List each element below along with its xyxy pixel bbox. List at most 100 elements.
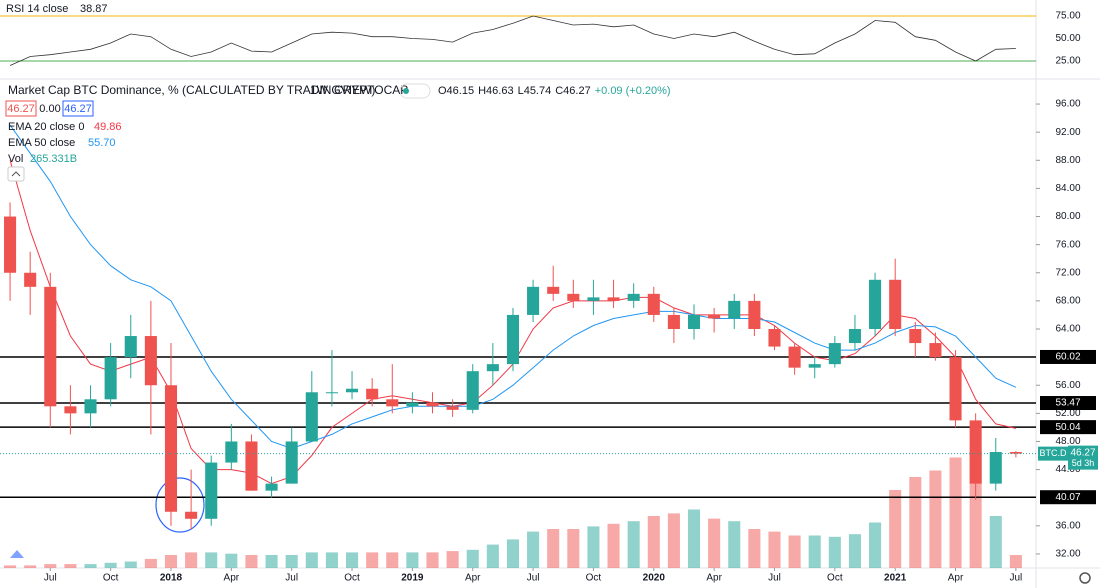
candle-body bbox=[587, 297, 600, 301]
candle-body bbox=[144, 336, 157, 386]
level-label: 53.47 bbox=[1055, 398, 1080, 409]
candle-body bbox=[84, 399, 97, 414]
status-pill[interactable] bbox=[399, 83, 431, 99]
quote-label: C46.27 bbox=[555, 85, 590, 97]
volume-bar bbox=[164, 555, 178, 568]
ema20-name: EMA 20 close 0 bbox=[8, 121, 84, 133]
quote-label: O46.15 bbox=[438, 85, 474, 97]
volume-bar bbox=[4, 565, 17, 568]
volume-bar bbox=[808, 535, 821, 568]
logo[interactable] bbox=[10, 550, 24, 558]
candle-body bbox=[305, 392, 318, 442]
quote-label: L45.74 bbox=[518, 85, 552, 97]
x-tick-label: Jul bbox=[1009, 573, 1022, 584]
candle-body bbox=[164, 385, 178, 512]
volume-bar bbox=[285, 555, 298, 568]
level-label: 60.02 bbox=[1055, 352, 1080, 363]
quote: O46.15 H46.63 L45.74 C46.27 +0.09 (+0.20%) bbox=[438, 85, 671, 97]
candle-body bbox=[205, 462, 218, 519]
candle-body bbox=[989, 452, 1002, 484]
volume-bar bbox=[265, 555, 278, 568]
candle-body bbox=[366, 388, 379, 400]
candle-body bbox=[728, 300, 741, 319]
level-tag bbox=[1040, 349, 1096, 364]
x-tick-label: Jul bbox=[285, 573, 298, 584]
volume-bar bbox=[949, 457, 962, 568]
volume-bar bbox=[406, 552, 419, 568]
x-tick-label: 2020 bbox=[643, 573, 666, 584]
volume-bar bbox=[325, 552, 338, 568]
volume-bar bbox=[185, 552, 198, 568]
candle-body bbox=[64, 406, 77, 414]
candle-body bbox=[828, 343, 841, 365]
rsi-tick-label: 25.00 bbox=[1055, 56, 1080, 67]
volume-bar bbox=[104, 562, 117, 568]
volume-bar bbox=[547, 529, 560, 568]
candle-body bbox=[506, 314, 520, 365]
y-tick-label: 96.00 bbox=[1055, 99, 1080, 110]
level-label: 40.07 bbox=[1055, 492, 1080, 503]
candle-body bbox=[647, 293, 660, 315]
volume-bar bbox=[728, 521, 741, 568]
ema50-name: EMA 50 close bbox=[8, 137, 75, 149]
volume-bar bbox=[768, 531, 781, 568]
candle-body bbox=[486, 364, 499, 372]
candle-body bbox=[627, 293, 640, 301]
candle-body bbox=[567, 293, 580, 301]
interval: 1W bbox=[310, 83, 329, 97]
x-tick-label: Oct bbox=[344, 573, 360, 584]
sell-button[interactable] bbox=[5, 100, 37, 117]
y-tick-label: 84.00 bbox=[1055, 183, 1080, 194]
volume-bar bbox=[426, 552, 439, 568]
candle-body bbox=[788, 346, 801, 368]
exchange: CRYPTOCAP bbox=[334, 83, 408, 97]
volume-bar bbox=[748, 529, 761, 568]
spread: 0.00 bbox=[39, 103, 60, 115]
countdown-label: 5d 3h bbox=[1072, 458, 1095, 468]
volume-bar bbox=[506, 539, 520, 568]
y-tick-label: 64.00 bbox=[1055, 324, 1080, 335]
candle-body bbox=[949, 357, 962, 421]
volume-bar bbox=[205, 552, 218, 568]
x-tick-label: Apr bbox=[948, 573, 964, 584]
rsi-line bbox=[9, 15, 1016, 66]
level-tag bbox=[1040, 396, 1096, 411]
volume-bar bbox=[527, 531, 540, 568]
y-tick-label: 76.00 bbox=[1055, 239, 1080, 250]
candle-body bbox=[547, 286, 560, 294]
candle-body bbox=[687, 314, 701, 329]
y-tick-label: 80.00 bbox=[1055, 211, 1080, 222]
candle-body bbox=[607, 297, 620, 301]
candle-body bbox=[406, 402, 419, 407]
candle-body bbox=[748, 300, 761, 329]
volume-bar bbox=[788, 535, 801, 568]
price-tag bbox=[1068, 445, 1098, 470]
volume-bar bbox=[587, 526, 600, 568]
status-dot bbox=[403, 88, 409, 94]
candle-body bbox=[245, 441, 258, 491]
candle-body bbox=[265, 483, 278, 491]
circle-annotation bbox=[155, 477, 205, 533]
volume-bar bbox=[466, 549, 479, 568]
ema50-value: 55.70 bbox=[88, 137, 116, 149]
volume-bar bbox=[929, 470, 942, 568]
buy-button[interactable] bbox=[62, 100, 94, 117]
y-tick-label: 36.00 bbox=[1055, 520, 1080, 531]
rsi-value: 38.87 bbox=[80, 3, 108, 15]
level-tag bbox=[1040, 420, 1096, 435]
candle-body bbox=[185, 511, 198, 519]
volume-bar bbox=[84, 564, 97, 568]
x-tick-label: Oct bbox=[586, 573, 602, 584]
candle-body bbox=[768, 329, 781, 347]
candle-body bbox=[104, 357, 117, 400]
candle-body bbox=[426, 402, 439, 407]
collapse-button[interactable] bbox=[7, 166, 25, 182]
volume-bar bbox=[1009, 555, 1022, 568]
quote-label: H46.63 bbox=[478, 85, 513, 97]
settings-icon[interactable] bbox=[1079, 572, 1091, 584]
volume-bar bbox=[245, 555, 258, 568]
y-tick-label: 32.00 bbox=[1055, 549, 1080, 560]
volume-bar bbox=[44, 564, 57, 568]
volume-bar bbox=[64, 564, 77, 568]
x-tick-label: Apr bbox=[465, 573, 481, 584]
